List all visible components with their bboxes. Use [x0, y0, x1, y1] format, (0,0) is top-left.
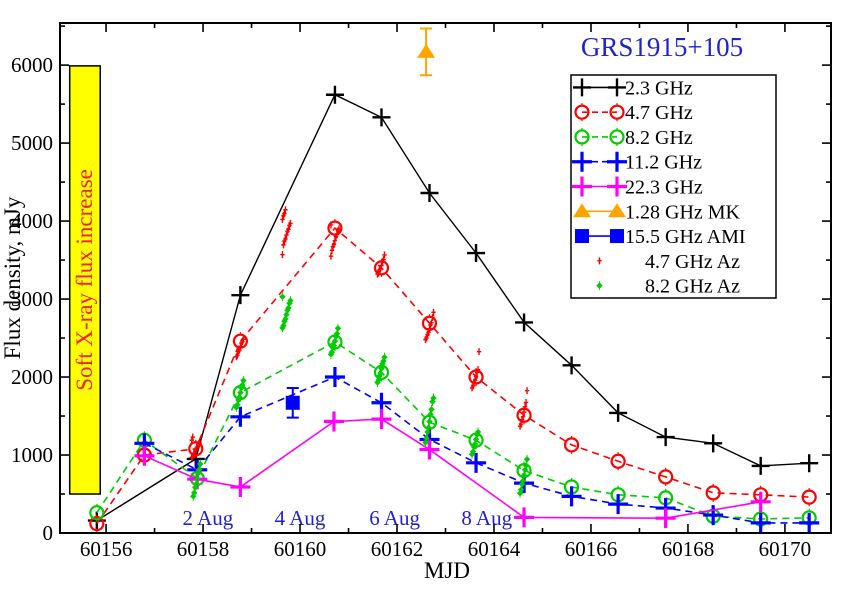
y-axis: 0 1000 2000 3000 4000 5000 6000 — [11, 53, 53, 545]
y-tick-label: 1000 — [11, 443, 53, 467]
date-label: 8 Aug — [461, 506, 512, 530]
series-22-3-ghz — [134, 409, 771, 529]
y-tick-label: 4000 — [11, 209, 53, 233]
plot-frame — [59, 22, 832, 534]
legend-item-8-2-ghz: 8.2 GHz — [574, 127, 693, 149]
legend-label: 8.2 GHz — [625, 127, 693, 149]
legend-item-4-7-ghz-az: 4.7 GHz Az — [597, 251, 740, 273]
x-tick-label: 60160 — [274, 537, 327, 561]
legend-label: 8.2 GHz Az — [645, 276, 740, 298]
legend-label: 4.7 GHz — [625, 102, 693, 124]
soft-xray-label: Soft X-ray flux increase — [72, 169, 97, 391]
series-line — [144, 376, 810, 524]
y-tick-label: 5000 — [11, 131, 53, 155]
y-axis-title: Flux density, mJy — [0, 196, 25, 359]
x-axis-title-group: MJD — [424, 558, 470, 583]
x-tick-label: 60158 — [177, 537, 230, 561]
date-labels: 2 Aug 4 Aug 6 Aug 8 Aug — [183, 506, 513, 530]
soft-xray-box — [68, 65, 101, 495]
x-tick-label: 60156 — [80, 537, 133, 561]
legend-item-22-3-ghz: 22.3 GHz — [572, 176, 703, 199]
y-tick-label: 6000 — [11, 53, 53, 77]
series-8-2-ghz-az — [190, 292, 531, 501]
series-11-2-ghz — [134, 367, 820, 533]
series-4-7-ghz-az — [189, 206, 530, 461]
chart-title: GRS1915+105 — [581, 32, 743, 62]
legend-item-2-3-ghz: 2.3 GHz — [573, 77, 693, 99]
legend-label: 11.2 GHz — [625, 152, 702, 174]
series-2-3-ghz — [87, 85, 819, 530]
legend-item-8-2-ghz-az: 8.2 GHz Az — [596, 276, 740, 298]
series-8-2-ghz — [89, 332, 817, 528]
y-tick-label: 2000 — [11, 365, 53, 389]
legend: 2.3 GHz 4.7 GHz 8.2 GHz 11.2 GHz 22.3 GHz1.2… — [570, 74, 777, 299]
series-1-28-ghz-mk — [417, 27, 436, 77]
legend-item-15-5-ghz-ami: 15.5 GHz AMI — [575, 226, 746, 248]
date-label: 6 Aug — [369, 506, 420, 530]
legend-label: 1.28 GHz MK — [625, 201, 741, 223]
x-tick-label: 60164 — [468, 537, 521, 561]
x-tick-label: 60166 — [565, 537, 618, 561]
legend-item-1-28-ghz-mk: 1.28 GHz MK — [573, 201, 741, 223]
legend-item-11-2-ghz: 11.2 GHz — [572, 151, 702, 174]
x-axis: 60156 60158 60160 60162 60164 60166 60168 60170 — [80, 537, 811, 561]
legend-label: 2.3 GHz — [625, 77, 693, 99]
series-15-5-ghz-ami — [285, 386, 300, 419]
legend-label: 4.7 GHz Az — [645, 251, 740, 273]
legend-label: 15.5 GHz AMI — [625, 226, 746, 248]
y-tick-label: 0 — [43, 521, 54, 545]
y-axis-title-group: Flux density, mJy — [0, 196, 25, 359]
x-axis-title: MJD — [424, 558, 470, 583]
legend-item-4-7-ghz: 4.7 GHz — [574, 102, 693, 124]
x-tick-label: 60168 — [662, 537, 715, 561]
title-group: GRS1915+105 — [581, 32, 743, 62]
x-tick-label: 60162 — [371, 537, 424, 561]
x-tick-label: 60170 — [759, 537, 812, 561]
soft-xray-annotation: Soft X-ray flux increase — [68, 65, 101, 495]
date-label: 2 Aug — [183, 506, 234, 530]
y-tick-label: 3000 — [11, 287, 53, 311]
legend-label: 22.3 GHz — [625, 177, 703, 199]
